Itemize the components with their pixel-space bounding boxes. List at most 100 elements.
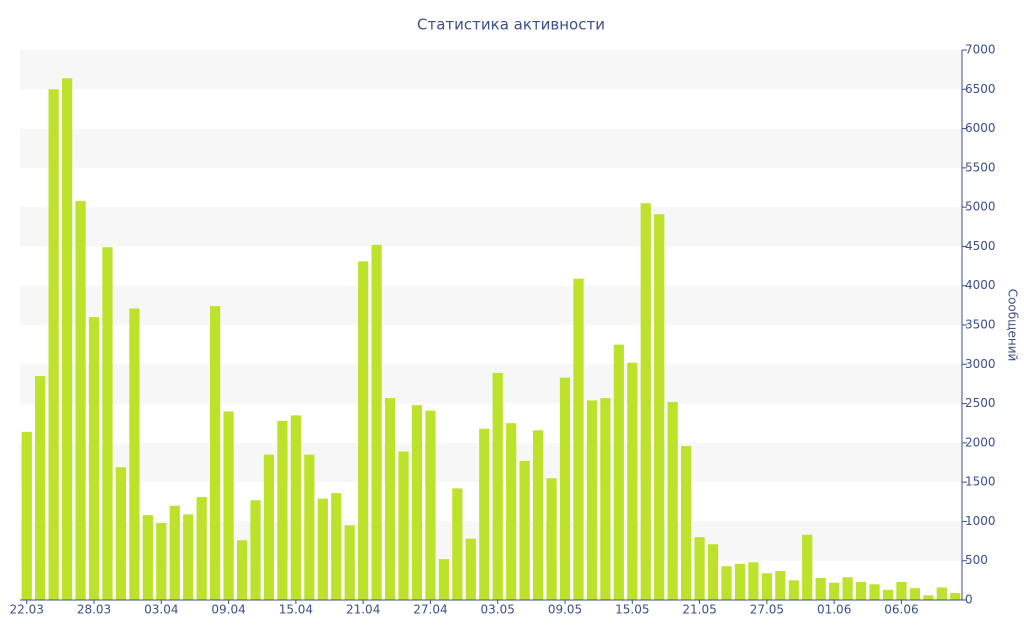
bar: [425, 410, 436, 600]
bar: [546, 478, 557, 600]
bar: [667, 402, 678, 600]
grid-band: [20, 442, 962, 483]
grid-band: [20, 128, 962, 168]
bar: [61, 78, 73, 601]
bar: [465, 538, 476, 600]
x-tick-label: 21.05: [682, 603, 716, 617]
bar: [102, 247, 113, 600]
bar: [344, 525, 355, 600]
bar: [788, 580, 799, 600]
bar: [936, 587, 947, 600]
x-tick-label: 09.05: [548, 603, 582, 617]
bar: [532, 430, 544, 600]
bar: [263, 454, 275, 600]
grid-band: [20, 50, 962, 90]
x-tick-label: 09.04: [211, 603, 245, 617]
bar: [48, 89, 59, 601]
bar: [775, 570, 786, 600]
bar: [842, 577, 853, 600]
bar: [129, 308, 140, 600]
bar: [290, 415, 301, 600]
y-tick-label: 3000: [965, 357, 996, 371]
bar: [734, 563, 746, 600]
bar: [694, 537, 705, 600]
bar: [75, 200, 86, 600]
bar: [438, 559, 450, 600]
y-tick-label: 2500: [965, 396, 996, 410]
y-tick-label: 4000: [965, 278, 996, 292]
grid-band: [20, 364, 962, 404]
bar: [506, 423, 517, 600]
x-tick-label: 03.05: [481, 603, 515, 617]
x-tick-label: 22.03: [10, 603, 44, 617]
bar: [156, 523, 167, 600]
bar: [829, 582, 840, 600]
x-tick-label: 15.05: [615, 603, 649, 617]
bar: [640, 203, 651, 600]
y-tick-label: 0: [965, 593, 973, 607]
x-tick-label: 15.04: [279, 603, 313, 617]
x-tick-label: 27.04: [413, 603, 447, 617]
y-tick-label: 3500: [965, 318, 996, 332]
bar: [183, 514, 194, 600]
bar: [317, 498, 328, 600]
grid-band: [20, 207, 962, 247]
bar: [115, 467, 127, 600]
grid-band: [20, 285, 962, 325]
bar: [452, 488, 463, 600]
y-tick-label: 500: [965, 553, 988, 567]
bar: [869, 584, 880, 600]
bar: [559, 377, 571, 600]
x-tick-label: 06.06: [884, 603, 918, 617]
bar: [398, 451, 409, 600]
bar: [358, 261, 369, 600]
bar: [586, 400, 598, 600]
bar: [600, 398, 611, 600]
bar: [815, 578, 826, 600]
y-tick-label: 4500: [965, 239, 996, 253]
bar: [21, 431, 32, 600]
bar: [761, 573, 772, 600]
bar: [35, 376, 46, 600]
bar: [88, 317, 100, 600]
bar: [223, 411, 234, 600]
bar: [721, 566, 732, 600]
chart-title: Статистика активности: [417, 16, 605, 34]
bar: [331, 493, 342, 600]
bar: [950, 592, 961, 600]
bar: [654, 214, 665, 600]
bar: [519, 460, 530, 600]
bar: [855, 581, 867, 600]
bar: [479, 428, 490, 600]
bar: [236, 540, 248, 600]
bar: [196, 497, 207, 600]
y-tick-label: 2000: [965, 435, 996, 449]
bar: [896, 581, 907, 600]
x-tick-label: 01.06: [817, 603, 851, 617]
x-tick-label: 27.05: [750, 603, 784, 617]
bar: [627, 362, 638, 600]
y-tick-label: 1500: [965, 475, 996, 489]
x-tick-label: 28.03: [77, 603, 111, 617]
bar: [909, 588, 921, 600]
y-tick-label: 7000: [965, 43, 996, 57]
bar: [411, 405, 423, 600]
bar: [923, 595, 934, 600]
bar: [707, 544, 719, 600]
x-tick-label: 03.04: [144, 603, 178, 617]
y-tick-label: 5000: [965, 200, 996, 214]
y-tick-label: 6000: [965, 121, 996, 135]
bar: [142, 515, 153, 600]
bar: [613, 344, 624, 600]
y-tick-label: 6500: [965, 82, 996, 96]
bar: [169, 505, 180, 600]
bar: [573, 278, 584, 600]
bar: [802, 534, 813, 600]
bar: [371, 244, 382, 600]
bar: [384, 398, 396, 600]
bar: [250, 500, 261, 600]
bar: [748, 562, 759, 600]
bar: [304, 454, 315, 600]
bar: [882, 589, 894, 600]
